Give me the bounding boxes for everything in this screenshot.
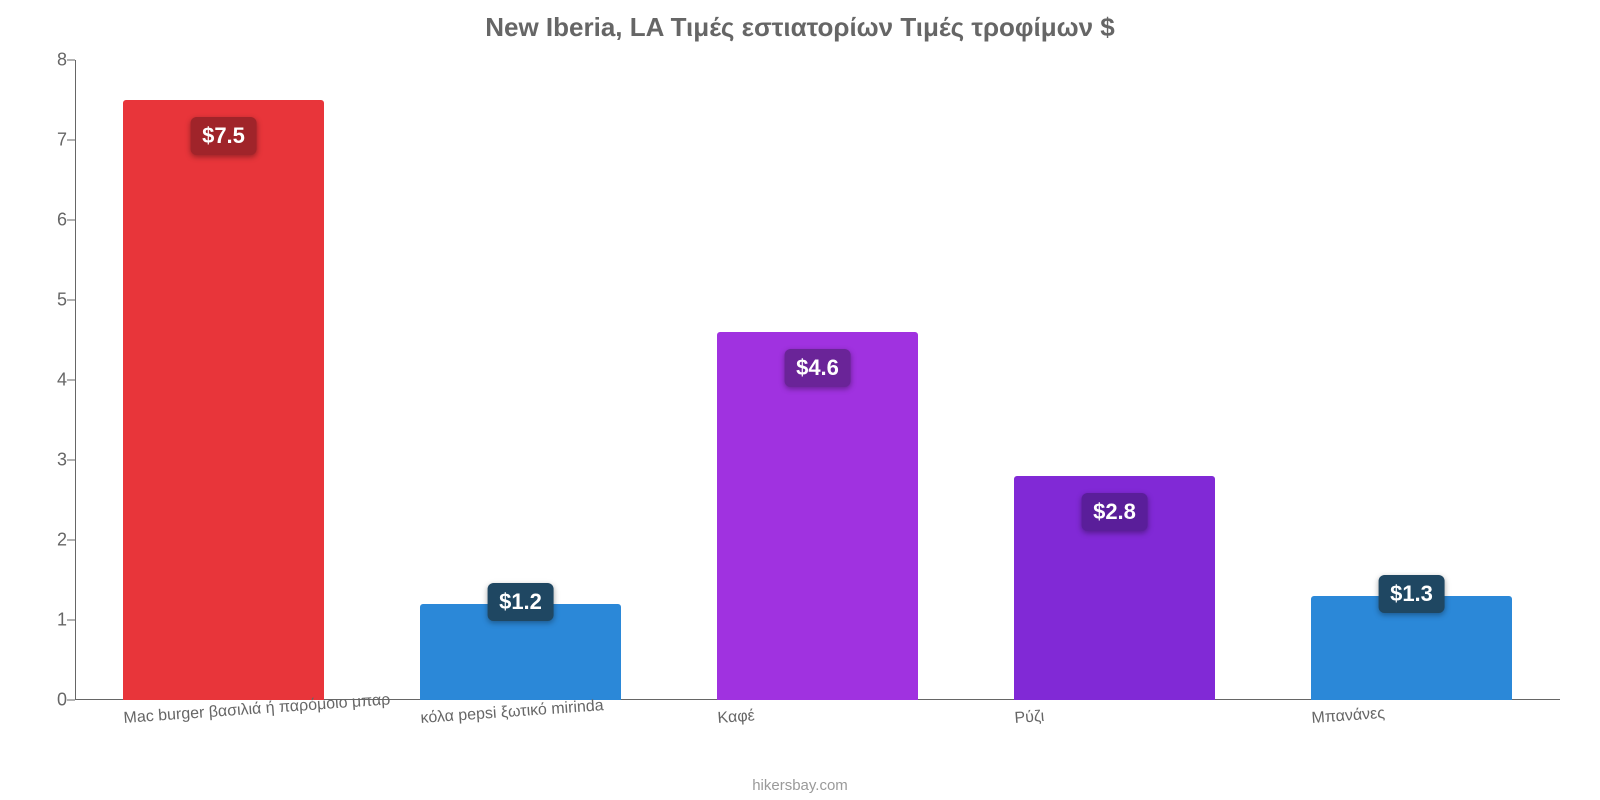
bars-layer: $7.5Mac burger βασιλιά ή παρόμοιο μπαρ$1… [75,60,1560,700]
value-badge: $4.6 [784,349,851,387]
y-tick-label: 0 [27,690,67,711]
y-tick-mark [67,700,75,701]
chart-title: New Iberia, LA Τιμές εστιατορίων Τιμές τ… [0,12,1600,43]
x-axis-label: κόλα pepsi ξωτικό mirinda [420,697,604,728]
y-tick-mark [67,140,75,141]
y-tick-label: 6 [27,210,67,231]
chart-container: New Iberia, LA Τιμές εστιατορίων Τιμές τ… [0,0,1600,800]
y-tick-label: 2 [27,530,67,551]
y-tick-mark [67,380,75,381]
y-tick-label: 4 [27,370,67,391]
bar [717,332,919,700]
y-tick-mark [67,60,75,61]
value-badge: $1.3 [1378,575,1445,613]
value-badge: $2.8 [1081,493,1148,531]
bar [123,100,325,700]
value-badge: $1.2 [487,583,554,621]
y-tick-mark [67,620,75,621]
y-tick-label: 1 [27,610,67,631]
plot-area: 012345678 $7.5Mac burger βασιλιά ή παρόμ… [75,60,1560,700]
y-tick-mark [67,540,75,541]
x-axis-label: Μπανάνες [1311,705,1386,728]
y-tick-mark [67,460,75,461]
y-tick-mark [67,220,75,221]
y-tick-label: 7 [27,130,67,151]
y-tick-label: 3 [27,450,67,471]
y-tick-label: 5 [27,290,67,311]
x-axis-label: Καφέ [717,707,755,728]
y-tick-label: 8 [27,50,67,71]
x-axis-label: Ρύζι [1014,708,1045,728]
y-tick-mark [67,300,75,301]
attribution: hikersbay.com [0,777,1600,794]
value-badge: $7.5 [190,117,257,155]
